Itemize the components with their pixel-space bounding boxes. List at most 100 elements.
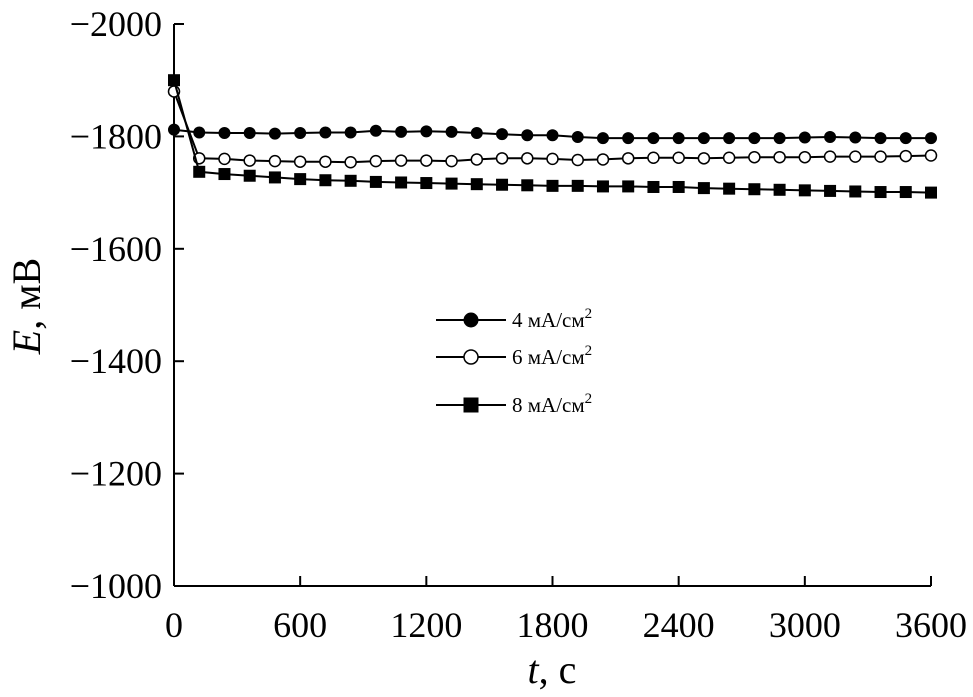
series-2-point: [319, 155, 332, 168]
series-1-point: [218, 127, 231, 140]
series-1-point: [470, 127, 483, 140]
series-2-point: [495, 152, 509, 165]
series-2-point: [823, 150, 837, 163]
y-tick-label: −2000: [70, 4, 162, 44]
series-2-point: [293, 155, 307, 168]
series-1-point: [344, 126, 357, 139]
series-3-point: [546, 179, 559, 192]
series-3-point: [193, 165, 206, 178]
series-2-point: [218, 152, 231, 166]
series-3: [168, 74, 937, 199]
series-1-point: [243, 127, 256, 140]
series-2-point: [697, 152, 711, 165]
legend-label: 6 мА/см2: [512, 343, 592, 369]
series-2-point: [420, 154, 433, 167]
series-2-point: [924, 149, 938, 162]
series-2-point: [621, 152, 635, 165]
x-tick-label: 2400: [643, 605, 715, 645]
series-3-point: [899, 186, 912, 199]
legend-marker: [463, 312, 479, 328]
series-3-point: [319, 174, 332, 187]
y-tick-label: −1800: [70, 116, 162, 156]
series-1-point: [647, 132, 660, 145]
legend-label: 4 мА/см2: [512, 306, 592, 332]
series-3-point: [773, 183, 786, 196]
x-tick-label: 0: [165, 605, 183, 645]
axes: [173, 24, 931, 587]
series-1-point: [723, 132, 736, 145]
y-tick-label: −1200: [70, 454, 162, 494]
series-3-point: [218, 168, 231, 181]
series-1-point: [798, 131, 811, 144]
series-1-point: [874, 132, 887, 145]
series-1-point: [445, 125, 458, 138]
series-1-point: [395, 125, 408, 138]
y-axis-title: E, мВ: [4, 258, 49, 355]
series-1-point: [521, 129, 534, 142]
series-1-point: [369, 124, 382, 137]
series-3-point: [571, 179, 584, 192]
series-3-point: [168, 74, 180, 87]
legend-item-2: 6 мА/см2: [436, 343, 592, 369]
series-3-point: [748, 183, 761, 196]
x-tick-label: 600: [273, 605, 327, 645]
y-tick-label: −1000: [70, 566, 162, 606]
series-1-point: [672, 132, 685, 145]
series-2-point: [445, 154, 458, 168]
series-layer: [167, 74, 938, 199]
series-2-point: [470, 153, 484, 166]
series-3-point: [672, 180, 685, 193]
series-3-point: [496, 178, 509, 191]
series-2-point: [874, 150, 887, 163]
series-1-point: [268, 127, 281, 140]
legend-item-1: 4 мА/см2: [436, 306, 592, 332]
series-3-point: [294, 173, 307, 186]
series-3-point: [798, 184, 811, 197]
series-1-point: [420, 125, 433, 138]
series-2-point: [773, 150, 786, 164]
series-3-point: [596, 180, 609, 193]
series-2-point: [243, 154, 256, 167]
series-2-point: [849, 150, 862, 163]
series-1-point: [773, 132, 786, 145]
series-2-point: [899, 149, 913, 163]
legend: 4 мА/см2 6 мА/см2 8 мА/см2: [436, 306, 592, 417]
x-tick-label: 3000: [769, 605, 841, 645]
series-2-point: [369, 154, 383, 168]
series-2-point: [394, 154, 408, 167]
series-3-point: [697, 182, 710, 195]
series-2-point: [546, 152, 559, 166]
series-1-point: [622, 132, 635, 145]
x-axis-title: t, с: [528, 647, 577, 692]
series-2-point: [344, 156, 357, 169]
ticks: 0 600 1200 1800 2400 3000 3600 −2000 −1800 −1600 −…: [70, 4, 967, 645]
series-2-point: [798, 150, 812, 164]
series-3-point: [723, 182, 736, 195]
x-tick-label: 3600: [895, 605, 967, 645]
legend-marker: [463, 397, 479, 413]
legend-label: 8 мА/см2: [512, 391, 592, 417]
series-1-point: [824, 130, 837, 143]
legend-marker: [463, 349, 479, 365]
series-3-point: [925, 186, 937, 199]
series-3-point: [445, 177, 458, 190]
series-1: [168, 123, 937, 145]
series-2-point: [748, 150, 761, 164]
series-1-point: [193, 126, 206, 139]
series-3-point: [243, 169, 256, 182]
series-2-point: [672, 151, 685, 165]
series-2-line: [173, 91, 932, 164]
series-1-point: [546, 129, 559, 142]
series-1-point: [925, 132, 937, 145]
y-tick-label: −1400: [70, 341, 162, 381]
series-2: [167, 85, 938, 169]
series-3-point: [395, 176, 408, 189]
series-1-point: [899, 132, 912, 145]
series-1-point: [496, 128, 509, 141]
series-1-point: [849, 131, 862, 144]
y-tick-label: −1600: [70, 229, 162, 269]
x-tick-label: 1200: [390, 605, 462, 645]
series-2-point: [596, 153, 610, 166]
series-3-point: [874, 186, 887, 199]
